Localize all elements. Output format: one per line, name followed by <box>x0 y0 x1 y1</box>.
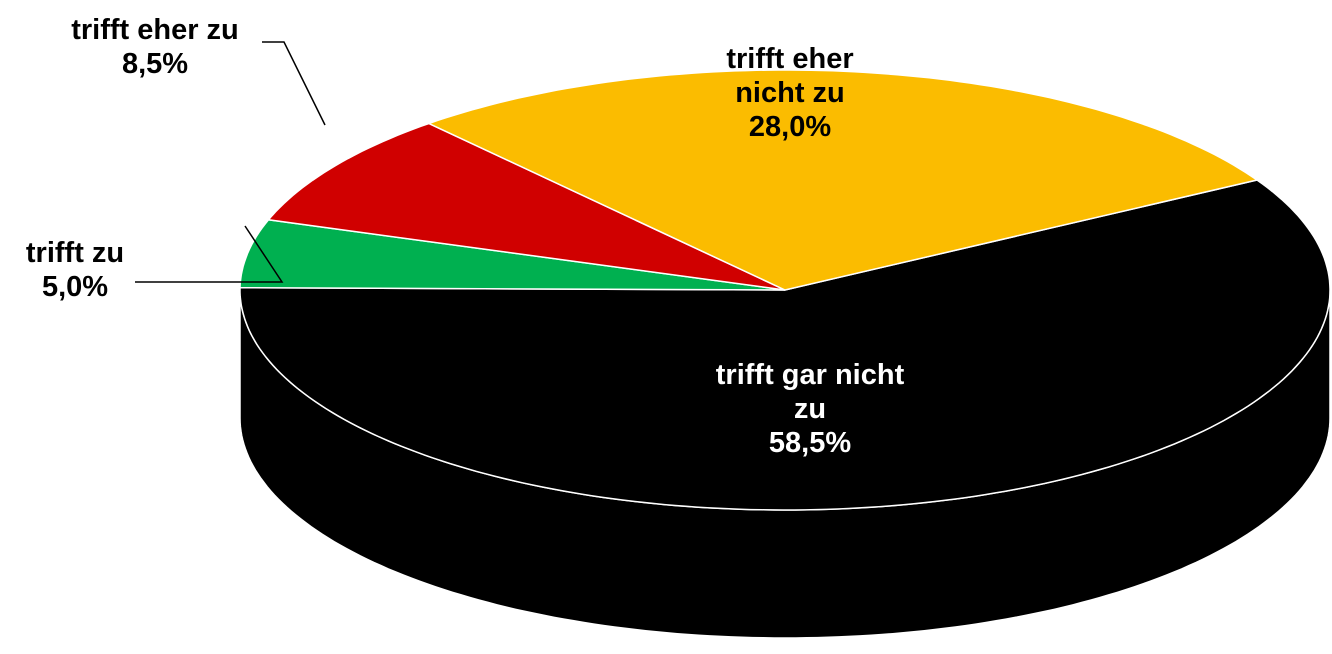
leader-line <box>262 41 326 126</box>
pie-slice <box>239 218 786 291</box>
slice-label: trifft gar nicht zu <box>715 359 905 425</box>
value-label: 8,5% <box>121 48 189 80</box>
slice-label: trifft eher nicht zu <box>726 43 854 109</box>
value-label: 28,0% <box>748 111 832 143</box>
pie-slice <box>267 122 786 291</box>
pie-slice <box>426 69 1259 291</box>
value-label: 5,0% <box>41 271 109 303</box>
leader-line <box>135 225 284 283</box>
value-label: 58,5% <box>768 427 852 459</box>
slice-label: trifft eher zu <box>71 14 239 46</box>
slice-label: trifft zu <box>25 237 125 269</box>
pie-slice <box>239 179 1331 511</box>
